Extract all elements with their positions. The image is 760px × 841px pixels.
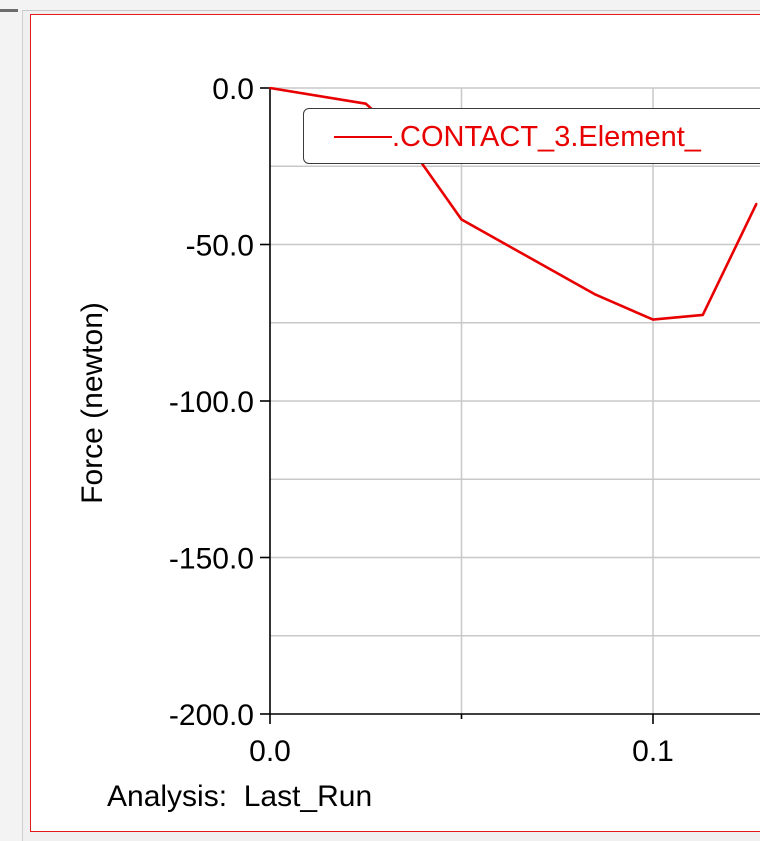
data-point	[460, 218, 463, 221]
y-tick-label: -100.0	[169, 386, 254, 419]
data-point	[701, 313, 704, 316]
left-panel-edge	[0, 10, 23, 841]
legend[interactable]: .CONTACT_3.Element_	[303, 108, 760, 164]
y-tick-label: -50.0	[186, 230, 254, 263]
legend-swatch	[334, 136, 392, 138]
legend-series-label: .CONTACT_3.Element_	[392, 121, 701, 153]
grid-lines	[270, 87, 760, 714]
y-tick-label: -150.0	[169, 543, 254, 576]
analysis-label: Analysis: Last_Run	[107, 780, 373, 813]
axes	[260, 87, 760, 724]
data-point	[594, 293, 597, 296]
tick-labels: 0.0-50.0-100.0-150.0-200.00.0 0.1	[169, 73, 674, 768]
data-point	[269, 87, 271, 89]
x-tick-label: 0.1	[632, 735, 674, 768]
y-tick-label: 0.0	[212, 73, 254, 106]
x-tick-label: 0.0	[249, 735, 291, 768]
y-axis-label: Force (newton)	[76, 302, 109, 504]
data-point	[652, 318, 654, 321]
corner-marker	[0, 9, 18, 12]
data-point	[755, 202, 758, 205]
y-tick-label: -200.0	[169, 699, 254, 732]
data-point	[364, 102, 367, 105]
top-toolbar-edge	[0, 0, 760, 11]
